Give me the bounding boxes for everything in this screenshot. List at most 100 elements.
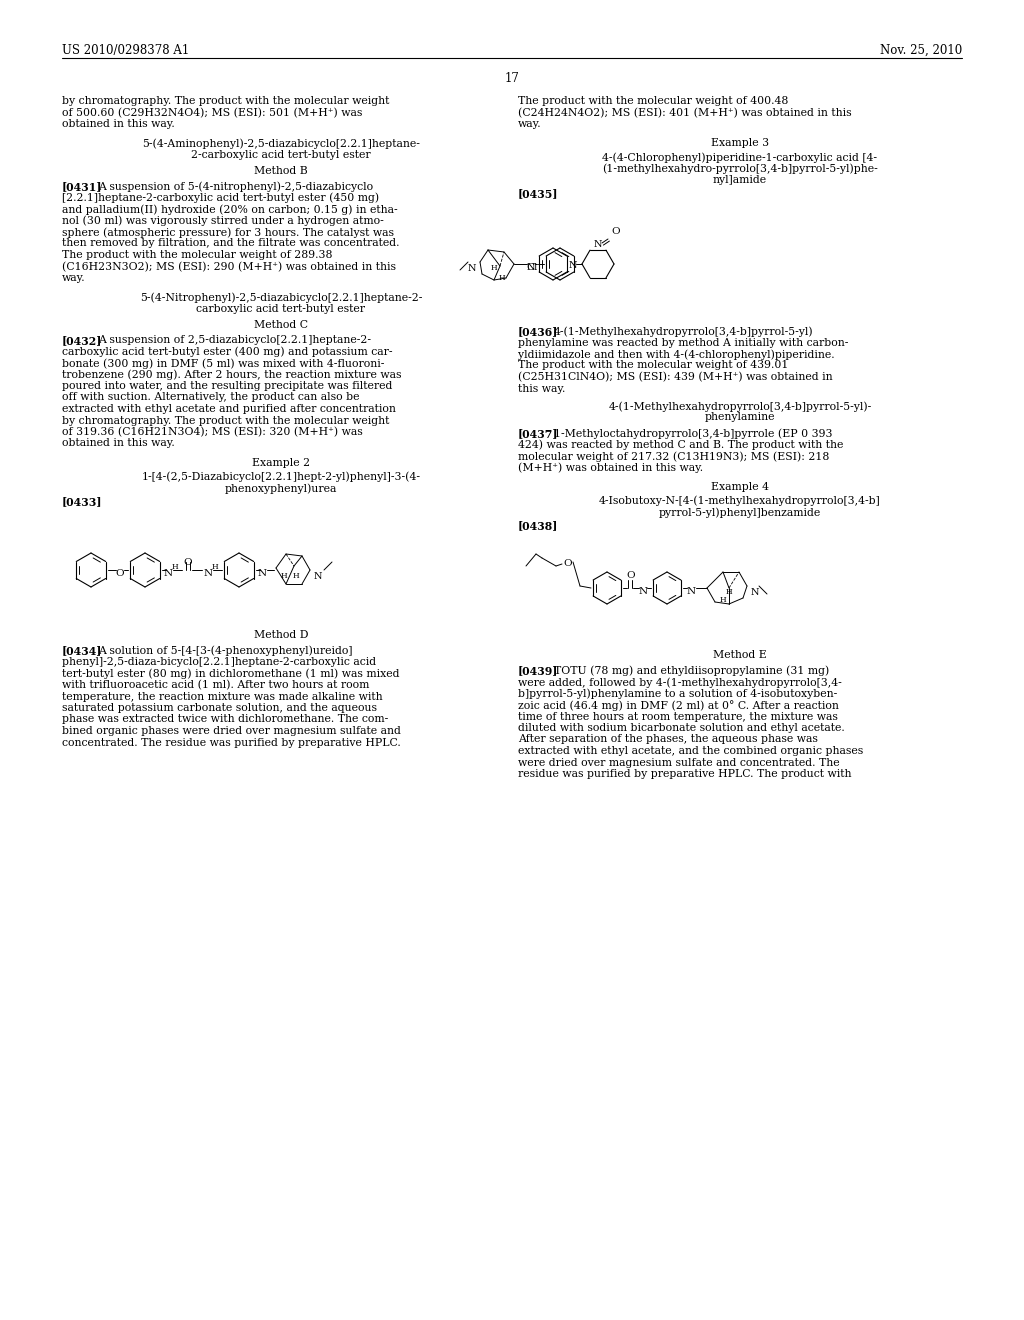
- Text: US 2010/0298378 A1: US 2010/0298378 A1: [62, 44, 189, 57]
- Text: sphere (atmospheric pressure) for 3 hours. The catalyst was: sphere (atmospheric pressure) for 3 hour…: [62, 227, 394, 238]
- Text: phenoxyphenyl)urea: phenoxyphenyl)urea: [225, 483, 337, 494]
- Text: H: H: [490, 264, 498, 272]
- Text: N: N: [686, 586, 695, 595]
- Text: N: N: [204, 569, 213, 578]
- Text: off with suction. Alternatively, the product can also be: off with suction. Alternatively, the pro…: [62, 392, 359, 403]
- Text: 5-(4-Aminophenyl)-2,5-diazabicyclo[2.2.1]heptane-: 5-(4-Aminophenyl)-2,5-diazabicyclo[2.2.1…: [142, 139, 420, 149]
- Text: were dried over magnesium sulfate and concentrated. The: were dried over magnesium sulfate and co…: [518, 758, 840, 767]
- Text: (C25H31ClN4O); MS (ESI): 439 (M+H⁺) was obtained in: (C25H31ClN4O); MS (ESI): 439 (M+H⁺) was …: [518, 372, 833, 383]
- Text: (M+H⁺) was obtained in this way.: (M+H⁺) was obtained in this way.: [518, 462, 703, 473]
- Text: zoic acid (46.4 mg) in DMF (2 ml) at 0° C. After a reaction: zoic acid (46.4 mg) in DMF (2 ml) at 0° …: [518, 700, 839, 711]
- Text: N: N: [313, 572, 323, 581]
- Text: 1-Methyloctahydropyrrolo[3,4-b]pyrrole (EP 0 393: 1-Methyloctahydropyrrolo[3,4-b]pyrrole (…: [554, 428, 833, 438]
- Text: O: O: [611, 227, 621, 235]
- Text: Cl: Cl: [526, 263, 538, 272]
- Text: Method C: Method C: [254, 319, 308, 330]
- Text: O: O: [183, 558, 193, 568]
- Text: phenyl]-2,5-diaza-bicyclo[2.2.1]heptane-2-carboxylic acid: phenyl]-2,5-diaza-bicyclo[2.2.1]heptane-…: [62, 657, 376, 667]
- Text: 4-(4-Chlorophenyl)piperidine-1-carboxylic acid [4-: 4-(4-Chlorophenyl)piperidine-1-carboxyli…: [602, 152, 878, 162]
- Text: Example 3: Example 3: [711, 139, 769, 149]
- Text: phenylamine: phenylamine: [705, 412, 775, 422]
- Text: pyrrol-5-yl)phenyl]benzamide: pyrrol-5-yl)phenyl]benzamide: [658, 507, 821, 517]
- Text: (1-methylhexahydro-pyrrolo[3,4-b]pyrrol-5-yl)phe-: (1-methylhexahydro-pyrrolo[3,4-b]pyrrol-…: [602, 164, 878, 174]
- Text: 1-[4-(2,5-Diazabicyclo[2.2.1]hept-2-yl)phenyl]-3-(4-: 1-[4-(2,5-Diazabicyclo[2.2.1]hept-2-yl)p…: [141, 471, 421, 482]
- Text: by chromatography. The product with the molecular weight: by chromatography. The product with the …: [62, 96, 389, 106]
- Text: saturated potassium carbonate solution, and the aqueous: saturated potassium carbonate solution, …: [62, 704, 377, 713]
- Text: (C24H24N4O2); MS (ESI): 401 (M+H⁺) was obtained in this: (C24H24N4O2); MS (ESI): 401 (M+H⁺) was o…: [518, 107, 852, 117]
- Text: H: H: [212, 564, 218, 572]
- Text: The product with the molecular weight of 439.01: The product with the molecular weight of…: [518, 360, 788, 371]
- Text: N: N: [526, 263, 536, 272]
- Text: TOTU (78 mg) and ethyldiisopropylamine (31 mg): TOTU (78 mg) and ethyldiisopropylamine (…: [554, 665, 829, 676]
- Text: A suspension of 2,5-diazabicyclo[2.2.1]heptane-2-: A suspension of 2,5-diazabicyclo[2.2.1]h…: [98, 335, 371, 345]
- Text: 4-Isobutoxy-N-[4-(1-methylhexahydropyrrolo[3,4-b]: 4-Isobutoxy-N-[4-(1-methylhexahydropyrro…: [599, 495, 881, 506]
- Text: Nov. 25, 2010: Nov. 25, 2010: [880, 44, 962, 57]
- Text: time of three hours at room temperature, the mixture was: time of three hours at room temperature,…: [518, 711, 838, 722]
- Text: poured into water, and the resulting precipitate was filtered: poured into water, and the resulting pre…: [62, 381, 392, 391]
- Text: [0431]: [0431]: [62, 181, 102, 191]
- Text: N: N: [594, 240, 602, 249]
- Text: phase was extracted twice with dichloromethane. The com-: phase was extracted twice with dichlorom…: [62, 714, 388, 725]
- Text: concentrated. The residue was purified by preparative HPLC.: concentrated. The residue was purified b…: [62, 738, 400, 747]
- Text: [0437]: [0437]: [518, 428, 558, 440]
- Text: [0435]: [0435]: [518, 189, 558, 199]
- Text: bonate (300 mg) in DMF (5 ml) was mixed with 4-fluoroni-: bonate (300 mg) in DMF (5 ml) was mixed …: [62, 358, 384, 368]
- Text: N: N: [751, 587, 759, 597]
- Text: The product with the molecular weight of 289.38: The product with the molecular weight of…: [62, 249, 333, 260]
- Text: N: N: [257, 569, 266, 578]
- Text: phenylamine was reacted by method A initially with carbon-: phenylamine was reacted by method A init…: [518, 338, 848, 347]
- Text: The product with the molecular weight of 400.48: The product with the molecular weight of…: [518, 96, 788, 106]
- Text: of 500.60 (C29H32N4O4); MS (ESI): 501 (M+H⁺) was: of 500.60 (C29H32N4O4); MS (ESI): 501 (M…: [62, 107, 362, 117]
- Text: H: H: [281, 572, 288, 579]
- Text: carboxylic acid tert-butyl ester: carboxylic acid tert-butyl ester: [197, 304, 366, 314]
- Text: Method B: Method B: [254, 165, 308, 176]
- Text: O: O: [116, 569, 124, 578]
- Text: 17: 17: [505, 73, 519, 84]
- Text: 5-(4-Nitrophenyl)-2,5-diazabicyclo[2.2.1]heptane-2-: 5-(4-Nitrophenyl)-2,5-diazabicyclo[2.2.1…: [140, 293, 422, 304]
- Text: nol (30 ml) was vigorously stirred under a hydrogen atmo-: nol (30 ml) was vigorously stirred under…: [62, 215, 384, 226]
- Text: then removed by filtration, and the filtrate was concentrated.: then removed by filtration, and the filt…: [62, 239, 399, 248]
- Text: way.: way.: [518, 119, 542, 129]
- Text: by chromatography. The product with the molecular weight: by chromatography. The product with the …: [62, 416, 389, 425]
- Text: extracted with ethyl acetate, and the combined organic phases: extracted with ethyl acetate, and the co…: [518, 746, 863, 756]
- Text: 424) was reacted by method C and B. The product with the: 424) was reacted by method C and B. The …: [518, 440, 844, 450]
- Text: H: H: [499, 275, 505, 282]
- Text: obtained in this way.: obtained in this way.: [62, 438, 175, 449]
- Text: O: O: [627, 570, 635, 579]
- Text: temperature, the reaction mixture was made alkaline with: temperature, the reaction mixture was ma…: [62, 692, 383, 701]
- Text: [0438]: [0438]: [518, 520, 558, 532]
- Text: H: H: [293, 572, 299, 579]
- Text: Method D: Method D: [254, 630, 308, 640]
- Text: O: O: [563, 560, 572, 569]
- Text: A suspension of 5-(4-nitrophenyl)-2,5-diazabicyclo: A suspension of 5-(4-nitrophenyl)-2,5-di…: [98, 181, 373, 191]
- Text: extracted with ethyl acetate and purified after concentration: extracted with ethyl acetate and purifie…: [62, 404, 396, 414]
- Text: H: H: [172, 564, 178, 572]
- Text: nyl]amide: nyl]amide: [713, 176, 767, 185]
- Text: of 319.36 (C16H21N3O4); MS (ESI): 320 (M+H⁺) was: of 319.36 (C16H21N3O4); MS (ESI): 320 (M…: [62, 426, 362, 437]
- Text: A solution of 5-[4-[3-(4-phenoxyphenyl)ureido]: A solution of 5-[4-[3-(4-phenoxyphenyl)u…: [98, 645, 352, 656]
- Text: [0439]: [0439]: [518, 665, 558, 676]
- Text: were added, followed by 4-(1-methylhexahydropyrrolo[3,4-: were added, followed by 4-(1-methylhexah…: [518, 677, 842, 688]
- Text: molecular weight of 217.32 (C13H19N3); MS (ESI): 218: molecular weight of 217.32 (C13H19N3); M…: [518, 451, 829, 462]
- Text: tert-butyl ester (80 mg) in dichloromethane (1 ml) was mixed: tert-butyl ester (80 mg) in dichlorometh…: [62, 668, 399, 678]
- Text: H: H: [720, 597, 726, 605]
- Text: 2-carboxylic acid tert-butyl ester: 2-carboxylic acid tert-butyl ester: [191, 150, 371, 160]
- Text: N: N: [468, 264, 476, 273]
- Text: (C16H23N3O2); MS (ESI): 290 (M+H⁺) was obtained in this: (C16H23N3O2); MS (ESI): 290 (M+H⁺) was o…: [62, 261, 396, 272]
- Text: trobenzene (290 mg). After 2 hours, the reaction mixture was: trobenzene (290 mg). After 2 hours, the …: [62, 370, 401, 380]
- Text: carboxylic acid tert-butyl ester (400 mg) and potassium car-: carboxylic acid tert-butyl ester (400 mg…: [62, 346, 392, 358]
- Text: N: N: [638, 586, 647, 595]
- Text: [0432]: [0432]: [62, 335, 102, 346]
- Text: diluted with sodium bicarbonate solution and ethyl acetate.: diluted with sodium bicarbonate solution…: [518, 723, 845, 733]
- Text: 4-(1-Methylhexahydropyrrolo[3,4-b]pyrrol-5-yl)-: 4-(1-Methylhexahydropyrrolo[3,4-b]pyrrol…: [608, 401, 871, 412]
- Text: N: N: [164, 569, 173, 578]
- Text: [0434]: [0434]: [62, 645, 102, 656]
- Text: [2.2.1]heptane-2-carboxylic acid tert-butyl ester (450 mg): [2.2.1]heptane-2-carboxylic acid tert-bu…: [62, 193, 379, 203]
- Text: way.: way.: [62, 273, 86, 282]
- Text: Example 4: Example 4: [711, 482, 769, 492]
- Text: with trifluoroacetic acid (1 ml). After two hours at room: with trifluoroacetic acid (1 ml). After …: [62, 680, 370, 690]
- Text: obtained in this way.: obtained in this way.: [62, 119, 175, 129]
- Text: bined organic phases were dried over magnesium sulfate and: bined organic phases were dried over mag…: [62, 726, 400, 737]
- Text: Method E: Method E: [713, 649, 767, 660]
- Text: and palladium(II) hydroxide (20% on carbon; 0.15 g) in etha-: and palladium(II) hydroxide (20% on carb…: [62, 205, 397, 215]
